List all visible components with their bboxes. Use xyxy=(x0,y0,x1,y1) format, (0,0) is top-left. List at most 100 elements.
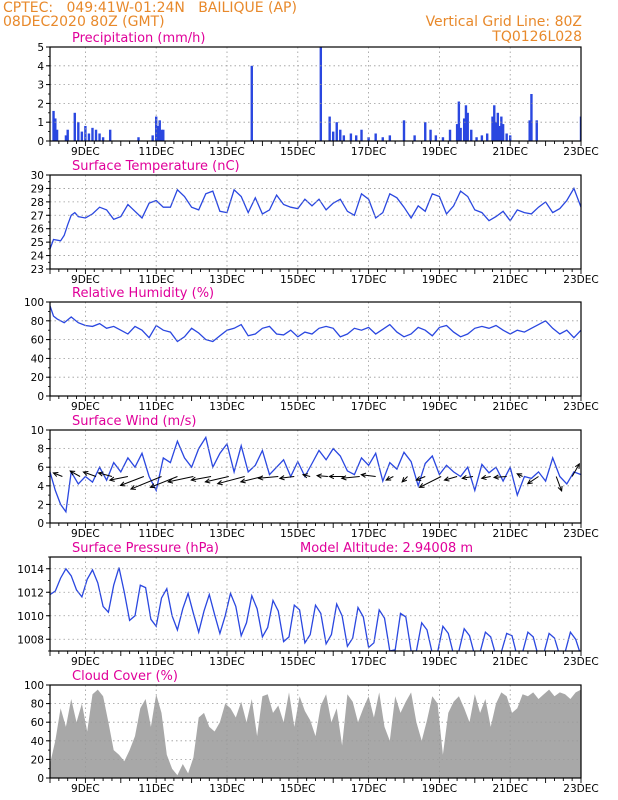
x-tick-label: 23DEC xyxy=(563,528,598,540)
wind-arrow xyxy=(415,476,426,481)
precip-bar xyxy=(480,135,484,141)
precip-bar xyxy=(475,137,478,141)
precip-bar xyxy=(388,135,392,141)
y-tick-label: 4 xyxy=(37,61,44,73)
panel-title: Surface Temperature (nC) xyxy=(72,159,240,174)
y-tick-label: 27 xyxy=(31,210,44,222)
wind-arrow xyxy=(443,476,458,482)
precip-bar xyxy=(94,129,98,141)
x-tick-label: 21DEC xyxy=(492,274,527,286)
series-4 xyxy=(50,567,581,651)
series-2 xyxy=(50,305,581,343)
x-tick-label: 11DEC xyxy=(138,274,173,286)
precip-bar xyxy=(374,133,377,141)
y-tick-label: 80 xyxy=(31,699,44,711)
x-tick-label: 11DEC xyxy=(138,528,173,540)
grid-0 xyxy=(50,47,581,141)
precip-bar xyxy=(151,135,154,141)
precip-bar xyxy=(496,112,500,141)
precip-bar xyxy=(355,135,358,141)
grid-5 xyxy=(50,685,581,778)
precip-bar xyxy=(73,112,76,141)
x-tick-label: 15DEC xyxy=(280,783,315,795)
series-0 xyxy=(52,47,581,141)
wind-arrow xyxy=(385,475,394,481)
x-tick-label: 23DEC xyxy=(563,401,598,413)
precip-bar xyxy=(339,129,342,141)
y-tick-label: 30 xyxy=(31,170,44,182)
y-tick-label: 23 xyxy=(31,264,44,276)
precip-bar xyxy=(332,131,335,141)
precip-bar xyxy=(52,110,55,141)
y-tick-label: 1012 xyxy=(17,587,44,599)
precip-bar xyxy=(466,112,469,141)
x-tick-label: 11DEC xyxy=(138,146,173,158)
precip-bar xyxy=(464,105,468,141)
y-tick-label: 60 xyxy=(31,717,44,729)
x-tick-label: 19DEC xyxy=(422,656,457,668)
x-tick-label: 17DEC xyxy=(351,146,386,158)
x-tick-label: 19DEC xyxy=(422,146,457,158)
precip-bar xyxy=(441,137,445,141)
x-tick-label: 9DEC xyxy=(71,146,100,158)
wind-arrow xyxy=(216,476,245,486)
x-tick-label: 9DEC xyxy=(71,274,100,286)
precip-bar xyxy=(491,116,494,141)
panel-title: Relative Humidity (%) xyxy=(72,286,214,301)
precip-bar xyxy=(402,120,406,141)
precip-bar xyxy=(424,122,427,141)
wind-arrow xyxy=(516,473,523,479)
x-tick-label: 15DEC xyxy=(280,401,315,413)
y-tick-label: 29 xyxy=(31,183,44,195)
y-tick-label: 100 xyxy=(24,297,44,309)
x-tick-label: 13DEC xyxy=(209,656,244,668)
wind-arrow xyxy=(108,476,128,482)
precip-bar xyxy=(493,105,496,141)
panel-title: Precipitation (mm/h) xyxy=(72,31,205,46)
precip-bar xyxy=(448,129,452,141)
panel-annotation: Model Altitude: 2.94008 m xyxy=(300,541,473,556)
precip-bar xyxy=(381,137,384,141)
x-tick-label: 23DEC xyxy=(563,783,598,795)
x-tick-label: 13DEC xyxy=(209,783,244,795)
y-tick-label: 3 xyxy=(37,80,44,92)
y-tick-label: 28 xyxy=(31,197,44,209)
precip-bar xyxy=(530,94,533,141)
series-line xyxy=(50,186,581,250)
wind-arrow xyxy=(257,475,279,481)
precip-bar xyxy=(505,133,508,141)
series-line xyxy=(50,567,581,651)
y-tick-label: 0 xyxy=(37,773,44,785)
x-tick-label: 21DEC xyxy=(492,146,527,158)
precip-bar xyxy=(413,135,416,141)
x-tick-label: 17DEC xyxy=(351,656,386,668)
x-tick-label: 15DEC xyxy=(280,274,315,286)
header-date: 08DEC2020 80Z (GMT) xyxy=(3,14,165,30)
panel-4: 1008 1010 1012 1014 9DEC 11DEC 13DEC 15DEC 17DEC… xyxy=(17,541,598,668)
y-tick-label: 0 xyxy=(37,136,44,148)
wind-arrow xyxy=(190,476,212,482)
x-tick-label: 11DEC xyxy=(138,656,173,668)
precip-bar xyxy=(108,129,112,141)
precip-bar xyxy=(160,129,163,141)
x-tick-label: 23DEC xyxy=(563,656,598,668)
panel-frame xyxy=(49,301,582,397)
x-tick-label: 15DEC xyxy=(280,656,315,668)
x-tick-label: 9DEC xyxy=(71,528,100,540)
y-tick-label: 26 xyxy=(31,224,45,236)
y-tick-label: 25 xyxy=(31,237,44,249)
precip-bar xyxy=(98,133,101,141)
panel-5: 0 20 40 60 80 100 9DEC 11DEC 13DEC 15DEC 17DEC 19DE… xyxy=(24,669,599,795)
x-tick-label: 9DEC xyxy=(71,783,100,795)
x-tick-label: 21DEC xyxy=(492,528,527,540)
y-tick-label: 40 xyxy=(31,353,44,365)
wind-arrow xyxy=(52,472,63,477)
wind-arrow xyxy=(555,476,563,492)
wind-arrow xyxy=(119,476,144,487)
precip-bar xyxy=(500,116,503,141)
panel-0: 0 1 2 3 4 5 9DEC 11DEC 13DEC 15DEC 17DEC 19DEC 21DEC… xyxy=(37,31,598,158)
y-tick-label: 0 xyxy=(37,518,44,530)
y-tick-label: 100 xyxy=(24,680,44,692)
precip-bar xyxy=(162,129,165,141)
